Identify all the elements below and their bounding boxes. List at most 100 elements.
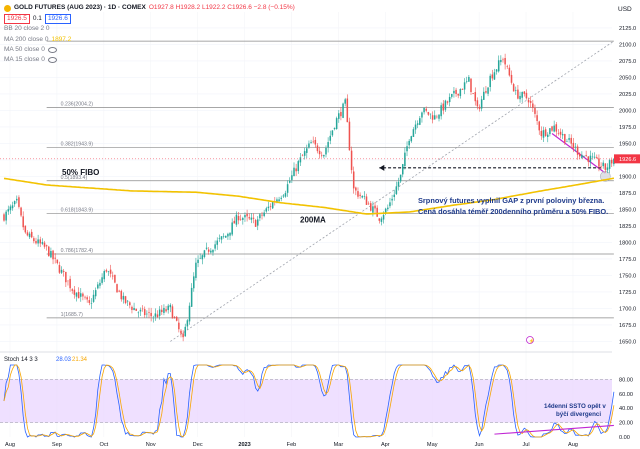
candle-body — [161, 309, 163, 313]
stochastic-axis[interactable]: 0.00 20.00 40.00 60.00 80.00 — [619, 377, 633, 441]
time-tick-label: Jun — [475, 442, 484, 448]
indicator-bb-label: BB 20 close 2 0 — [4, 25, 50, 33]
fib-label: 0.618(1843.9) — [61, 207, 94, 213]
price-tick-label: 2125.0 — [619, 26, 636, 32]
candle-body — [97, 284, 99, 289]
candle-body — [495, 69, 498, 72]
candle-body — [357, 191, 359, 197]
candle-body — [374, 205, 376, 209]
candle-body — [551, 126, 553, 131]
candle-body — [67, 280, 69, 282]
candle-body — [361, 196, 364, 198]
candle-body — [60, 269, 63, 273]
time-tick-label: Mar — [334, 442, 344, 448]
time-tick-label: Jul — [522, 442, 529, 448]
candle-body — [227, 233, 229, 237]
candle-body — [280, 197, 282, 199]
currency-label: USD — [618, 6, 632, 13]
time-axis[interactable]: Aug Sep Oct Nov Dec 2023 Feb Mar Apr May Jun Jul Aug — [5, 442, 578, 448]
candle-body — [178, 322, 180, 330]
candle-body — [50, 251, 52, 258]
candle-body — [342, 103, 344, 118]
eye-hidden-icon[interactable] — [47, 57, 57, 64]
candle-body — [340, 111, 342, 117]
candle-body — [468, 76, 470, 82]
candle-body — [73, 289, 76, 295]
candle-body — [395, 186, 398, 195]
candle-body — [278, 199, 280, 202]
current-price-tag-label: 1926.6 — [619, 157, 636, 163]
candle-body — [433, 115, 436, 120]
candle-body — [327, 142, 329, 148]
candle-body — [291, 175, 293, 180]
candle-body — [365, 196, 368, 205]
candle-body — [401, 164, 404, 175]
price-tick-label: 1950.0 — [619, 141, 636, 147]
indicator-ma200[interactable]: MA 200 close 0 1897.2 — [4, 35, 295, 45]
annotation-gap-text-1: Srpnový futures vyplnil GAP z první polo… — [418, 196, 604, 205]
candle-body — [602, 162, 604, 167]
candle-body — [546, 134, 549, 138]
candle-body — [182, 333, 184, 338]
candle-body — [442, 103, 445, 111]
candle-body — [18, 197, 20, 207]
spread-value: 0.1 — [32, 15, 42, 23]
candle-body — [105, 270, 108, 272]
indicator-ma15[interactable]: MA 15 close 0 — [4, 55, 295, 65]
candle-body — [218, 238, 221, 239]
sell-price-button[interactable]: 1926.5 — [4, 14, 30, 25]
bid-ask-row: 1926.5 0.1 1926.6 — [4, 14, 295, 25]
candle-body — [94, 290, 97, 297]
candle-body — [427, 111, 430, 115]
candle-body — [515, 90, 517, 91]
candle-body — [48, 246, 50, 257]
candle-body — [589, 155, 592, 162]
price-tick-label: 2075.0 — [619, 59, 636, 65]
annotation-200ma: 200MA — [300, 216, 326, 225]
price-axis[interactable]: 1650.0 1675.0 1700.0 1725.0 1750.0 1775.0 1800… — [614, 26, 640, 346]
candle-body — [69, 278, 71, 289]
candle-body — [585, 155, 587, 156]
candle-body — [536, 115, 538, 122]
time-tick-label: Nov — [146, 442, 156, 448]
candle-body — [316, 145, 319, 152]
candle-body — [578, 153, 581, 157]
downtrend-line — [551, 133, 606, 174]
indicator-bb[interactable]: BB 20 close 2 0 — [4, 24, 295, 34]
price-tick-label: 1800.0 — [619, 240, 636, 246]
fib-label: 0.236(2004.2) — [61, 102, 94, 108]
candle-body — [389, 202, 391, 207]
candle-body — [472, 93, 474, 94]
candle-body — [504, 58, 506, 65]
candle-body — [254, 219, 257, 227]
candle-body — [9, 206, 12, 211]
candle-body — [77, 291, 80, 299]
stoch-tick-label: 60.00 — [619, 392, 633, 398]
eye-hidden-icon[interactable] — [47, 46, 57, 53]
fibonacci-retracement[interactable]: 0.236(2004.2) 0.382(1943.9) 0.5(1893.4) 0.6… — [46, 40, 614, 319]
candle-body — [173, 316, 176, 318]
candle-body — [540, 130, 543, 137]
candle-body — [259, 214, 261, 219]
candle-body — [485, 91, 487, 93]
candle-body — [26, 232, 29, 236]
stoch-annotation-2: býčí divergenci — [556, 411, 601, 418]
candle-body — [310, 142, 312, 144]
candle-body — [156, 314, 159, 318]
indicator-ma50[interactable]: MA 50 close 0 — [4, 45, 295, 55]
buy-price-button[interactable]: 1926.6 — [44, 14, 71, 25]
candle-body — [184, 326, 187, 337]
candle-body — [604, 163, 607, 170]
candle-body — [448, 96, 451, 103]
candle-body — [52, 250, 54, 260]
candle-body — [559, 131, 562, 135]
candle-body — [312, 141, 314, 143]
candle-body — [359, 194, 361, 196]
candle-body — [252, 217, 255, 219]
candle-body — [120, 290, 123, 300]
time-tick-label: Sep — [52, 442, 62, 448]
candle-body — [348, 121, 351, 151]
candle-body — [572, 142, 575, 149]
candle-body — [587, 156, 590, 162]
